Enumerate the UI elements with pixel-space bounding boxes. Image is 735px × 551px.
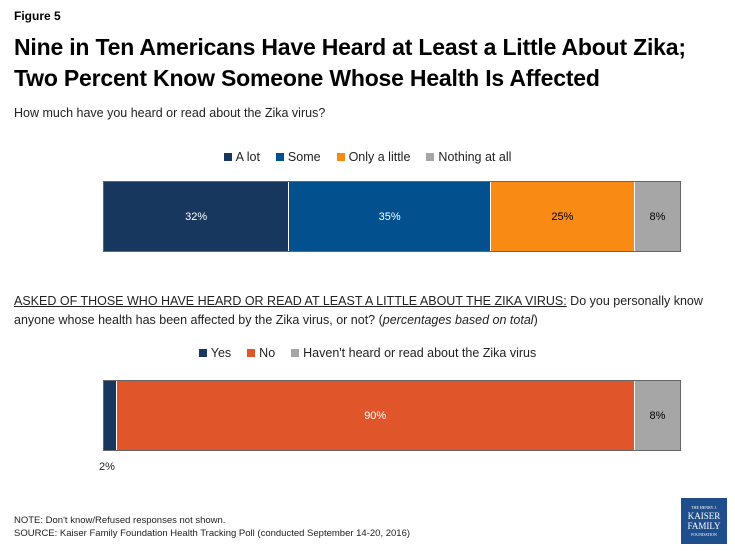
legend-item-some: Some: [275, 150, 321, 164]
legend-label-a-lot: A lot: [235, 150, 260, 164]
logo-line-4: FOUNDATION: [691, 531, 717, 537]
legend-label-nothing-at-all: Nothing at all: [438, 150, 512, 164]
legend-1: A lot Some Only a little Nothing at all: [0, 150, 735, 164]
question-2: ASKED OF THOSE WHO HAVE HEARD OR READ AT…: [14, 292, 726, 330]
legend-label-havent-heard: Haven't heard or read about the Zika vir…: [303, 346, 537, 360]
legend-item-yes: Yes: [198, 346, 232, 360]
legend-item-a-lot: A lot: [223, 150, 260, 164]
legend-item-nothing-at-all: Nothing at all: [426, 150, 511, 164]
note-text: NOTE: Don't know/Refused responses not s…: [14, 515, 226, 526]
notes: NOTE: Don't know/Refused responses not s…: [14, 514, 410, 540]
question-2-suffix: ): [533, 313, 538, 327]
question-2-text: Do you personally know anyone whose heal…: [14, 294, 703, 327]
legend-swatch-some: [275, 153, 284, 161]
bar-segment-yes: [104, 381, 116, 450]
data-label-yes: 2%: [99, 461, 115, 473]
legend-item-no: No: [247, 346, 275, 360]
bar-segment-no: 90%: [115, 381, 634, 450]
legend-swatch-yes: [198, 349, 207, 357]
logo-line-3: FAMILY: [687, 520, 721, 531]
legend-item-havent-heard: Haven't heard or read about the Zika vir…: [291, 346, 536, 360]
legend-2: Yes No Haven't heard or read about the Z…: [0, 346, 735, 360]
legend-swatch-nothing-at-all: [426, 153, 435, 161]
question-2-italic: percentages based on total: [382, 313, 534, 327]
figure-label: Figure 5: [14, 9, 61, 23]
logo-line-1: THE HENRY J.: [691, 504, 717, 510]
legend-item-only-a-little: Only a little: [336, 150, 411, 164]
title-line-2: Two Percent Know Someone Whose Health Is…: [14, 65, 600, 91]
bar-segment-nothing-at-all: 8%: [633, 182, 680, 251]
question-1: How much have you heard or read about th…: [14, 106, 326, 120]
legend-label-no: No: [259, 346, 276, 360]
title-line-1: Nine in Ten Americans Have Heard at Leas…: [14, 34, 686, 60]
bar-segment-only-a-little: 25%: [489, 182, 634, 251]
stacked-bar-know-someone-affected: 90% 8%: [103, 380, 681, 451]
legend-swatch-only-a-little: [336, 153, 345, 161]
chart-title: Nine in Ten Americans Have Heard at Leas…: [14, 32, 714, 94]
legend-swatch-havent-heard: [291, 349, 300, 357]
legend-swatch-a-lot: [223, 153, 232, 161]
legend-label-some: Some: [287, 150, 321, 164]
legend-label-yes: Yes: [210, 346, 232, 360]
bar-segment-havent-heard: 8%: [633, 381, 680, 450]
bar-segment-a-lot: 32%: [104, 182, 289, 251]
legend-swatch-no: [247, 349, 256, 357]
stacked-bar-heard-about-zika: 32% 35% 25% 8%: [103, 181, 681, 252]
source-text: SOURCE: Kaiser Family Foundation Health …: [14, 528, 411, 539]
question-2-prefix: ASKED OF THOSE WHO HAVE HEARD OR READ AT…: [14, 294, 567, 308]
bar-segment-some: 35%: [288, 182, 490, 251]
logo-line-2: KAISER: [687, 510, 721, 521]
legend-label-only-a-little: Only a little: [348, 150, 411, 164]
kff-logo: THE HENRY J. KAISER FAMILY FOUNDATION: [681, 498, 727, 544]
